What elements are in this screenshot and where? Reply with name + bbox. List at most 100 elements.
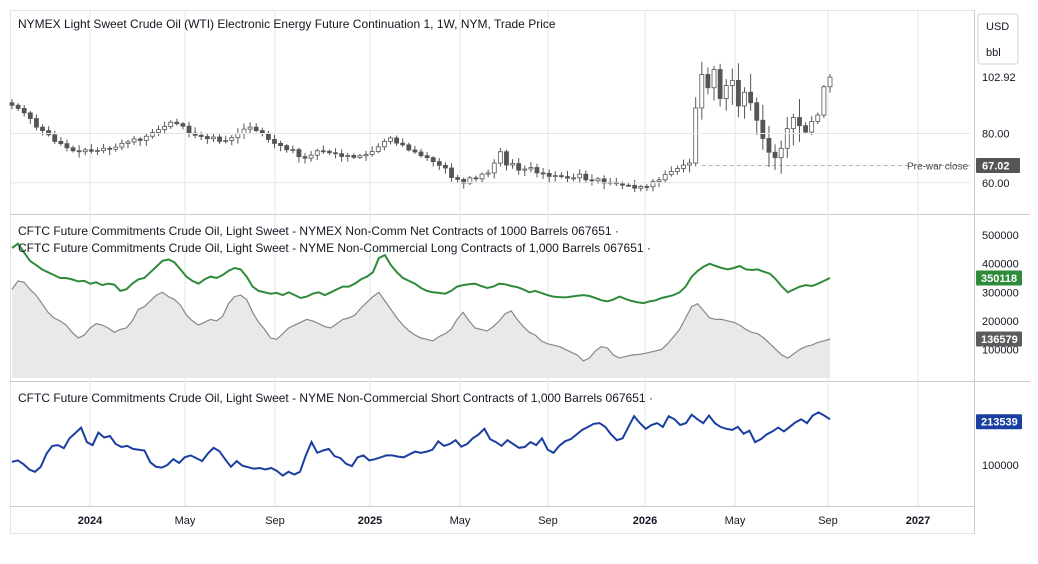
price-candles xyxy=(9,61,833,192)
candle-body xyxy=(772,151,778,159)
candle-body xyxy=(717,69,723,99)
candle-body xyxy=(656,179,662,182)
cot-long-net-panel[interactable]: CFTC Future Commitments Crude Oil, Light… xyxy=(11,224,1022,378)
candle-body xyxy=(204,136,210,140)
candle-body xyxy=(522,168,528,171)
candle-body xyxy=(552,175,558,178)
candle-body xyxy=(9,102,15,106)
long-last-badge: 350118 xyxy=(976,270,1022,286)
long-badge-bg xyxy=(976,270,1022,286)
net-contracts-area xyxy=(12,280,830,378)
candle-body xyxy=(443,164,448,169)
candle-body xyxy=(449,167,454,178)
candle-body xyxy=(198,134,204,137)
candle-body xyxy=(186,125,192,134)
price-tick-label: 80.00 xyxy=(982,129,1010,141)
short-series-title: CFTC Future Commitments Crude Oil, Light… xyxy=(18,391,653,405)
cot-tick-label: 300000 xyxy=(982,287,1019,299)
time-axis-label: Sep xyxy=(818,515,838,527)
candle-body xyxy=(766,138,772,153)
candle-body xyxy=(681,164,686,169)
candle-body xyxy=(320,150,326,153)
candle-body xyxy=(644,186,650,188)
currency-label: USD xyxy=(986,21,1009,33)
cot-axis-ticks: 500000 400000 300000 200000 100000 xyxy=(982,230,1019,356)
candle-body xyxy=(46,130,52,136)
long-last-value: 350118 xyxy=(981,273,1017,285)
candle-body xyxy=(565,176,570,179)
price-title: NYMEX Light Sweet Crude Oil (WTI) Electr… xyxy=(18,17,556,31)
candle-body xyxy=(815,114,821,122)
last-price-marker: 102.92 xyxy=(982,72,1016,84)
candle-body xyxy=(784,128,790,149)
candle-body xyxy=(790,117,796,130)
candle-body xyxy=(327,150,332,154)
candle-body xyxy=(510,163,515,166)
candle-body xyxy=(723,85,729,99)
candle-body xyxy=(247,126,253,130)
candle-body xyxy=(21,108,27,114)
currency-unit-button[interactable] xyxy=(977,13,1019,65)
candle-body xyxy=(363,154,369,157)
cot-tick-label: 200000 xyxy=(982,316,1019,328)
candle-body xyxy=(119,142,125,148)
candle-body xyxy=(736,79,741,107)
candle-body xyxy=(308,154,314,159)
candle-body xyxy=(436,161,442,166)
cot-short-panel[interactable]: CFTC Future Commitments Crude Oil, Light… xyxy=(11,391,1022,477)
candle-body xyxy=(455,177,461,180)
candle-body xyxy=(150,132,155,137)
candle-body xyxy=(235,133,241,139)
time-axis-label: May xyxy=(175,515,196,527)
candle-body xyxy=(662,173,668,181)
candle-body xyxy=(180,123,186,127)
candle-body xyxy=(760,119,766,139)
prewar-badge-value: 67.02 xyxy=(982,160,1010,172)
candle-body xyxy=(333,152,338,155)
candle-body xyxy=(797,117,802,127)
candle-body xyxy=(620,183,625,186)
price-panel[interactable]: NYMEX Light Sweet Crude Oil (WTI) Electr… xyxy=(9,13,1020,192)
time-axis-label: 2024 xyxy=(78,515,103,527)
candle-body xyxy=(778,147,784,159)
candle-body xyxy=(424,155,430,159)
candle-body xyxy=(693,107,699,164)
candle-body xyxy=(650,181,656,188)
candle-body xyxy=(82,149,88,153)
time-axis[interactable]: 2024 May Sep 2025 May Sep 2026 May Sep 2027 xyxy=(78,515,930,527)
candle-body xyxy=(668,171,674,175)
net-last-value: 136579 xyxy=(981,334,1018,346)
candle-body xyxy=(259,130,265,134)
candle-body xyxy=(34,118,39,128)
long-contracts-line xyxy=(11,242,831,305)
candle-body xyxy=(497,151,503,164)
candle-body xyxy=(546,173,552,177)
candle-body xyxy=(40,126,45,131)
long-series-title: CFTC Future Commitments Crude Oil, Light… xyxy=(18,241,651,255)
time-axis-label: 2026 xyxy=(633,515,657,527)
unit-label: bbl xyxy=(986,47,1001,59)
candle-body xyxy=(223,140,229,142)
candle-body xyxy=(540,172,546,175)
candle-body xyxy=(754,102,760,121)
candle-body xyxy=(375,146,381,152)
candle-body xyxy=(479,173,485,180)
time-axis-label: 2025 xyxy=(358,515,382,527)
candle-body xyxy=(705,74,711,89)
short-tick-label: 100000 xyxy=(982,460,1019,472)
candle-body xyxy=(626,184,631,187)
candle-body xyxy=(241,128,247,134)
candle-body xyxy=(272,139,277,144)
candle-body xyxy=(265,132,271,140)
candle-body xyxy=(412,149,418,153)
candle-body xyxy=(491,162,497,174)
time-axis-label: Sep xyxy=(265,515,285,527)
candle-body xyxy=(418,151,424,157)
candle-body xyxy=(381,141,387,148)
candle-body xyxy=(595,178,601,182)
candle-body xyxy=(577,173,583,179)
candle-body xyxy=(64,143,70,149)
candle-body xyxy=(211,136,216,140)
candle-body xyxy=(351,155,357,158)
